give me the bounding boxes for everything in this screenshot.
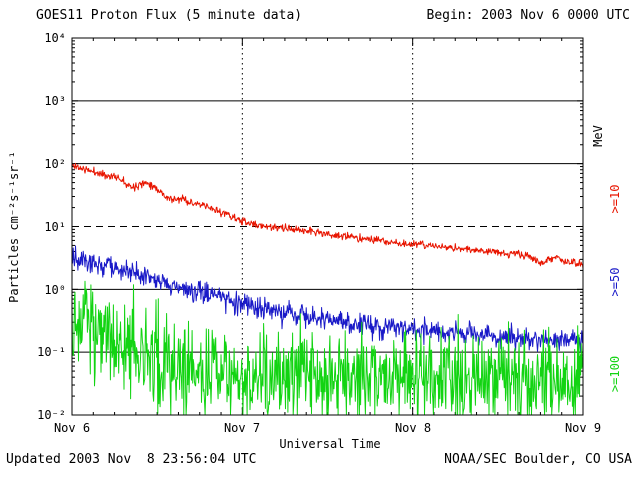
begin-timestamp: Begin: 2003 Nov 6 0000 UTC — [426, 8, 631, 23]
y-tick-1e2: 10² — [44, 157, 66, 171]
x-tick-nov6: Nov 6 — [53, 421, 91, 435]
y-tick-1e3: 10³ — [44, 94, 66, 108]
right-axis-units-label: MeV — [591, 125, 605, 147]
y-tick-1e1: 10¹ — [44, 220, 66, 234]
x-tick-nov9: Nov 9 — [564, 421, 602, 435]
source-credit: NOAA/SEC Boulder, CO USA — [444, 452, 632, 467]
y-tick-1e4: 10⁴ — [44, 31, 66, 45]
y-tick-1e-2: 10⁻² — [37, 408, 66, 422]
series-label-ge100: >=100 — [608, 355, 622, 393]
x-tick-nov7: Nov 7 — [223, 421, 261, 435]
y-axis-label: Particles cm⁻²s⁻¹sr⁻¹ — [7, 151, 21, 303]
chart-title: GOES11 Proton Flux (5 minute data) — [36, 8, 303, 23]
x-tick-nov8: Nov 8 — [394, 421, 432, 435]
y-tick-1e0: 10⁰ — [44, 283, 66, 297]
y-tick-1e-1: 10⁻¹ — [37, 345, 66, 359]
series-label-ge10: >=10 — [608, 184, 622, 214]
series-label-ge50: >=50 — [608, 267, 622, 297]
x-axis-label: Universal Time — [279, 437, 381, 451]
updated-timestamp: Updated 2003 Nov 8 23:56:04 UTC — [6, 452, 257, 467]
